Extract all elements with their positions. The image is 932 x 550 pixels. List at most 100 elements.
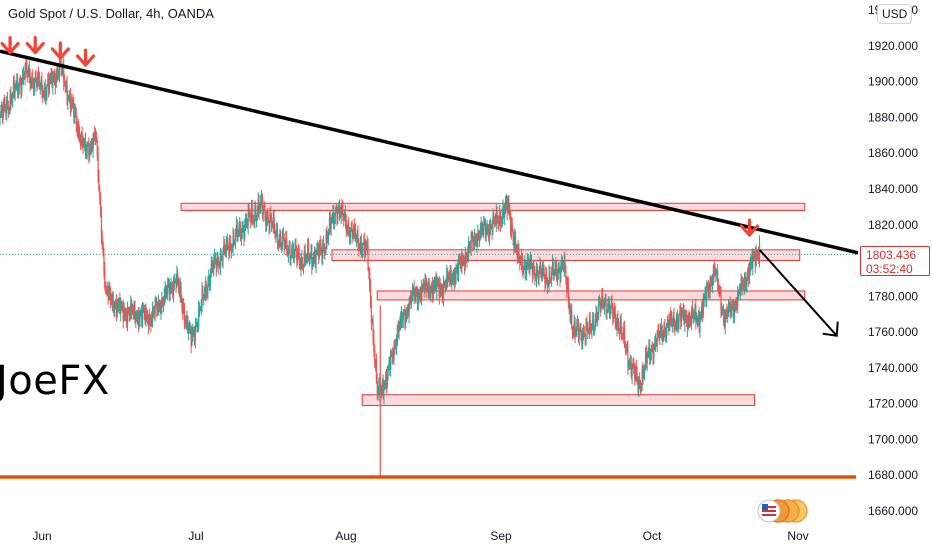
candle-body	[471, 234, 473, 240]
candle-body	[445, 285, 447, 287]
candle-body	[193, 330, 196, 341]
candle-body	[215, 261, 217, 269]
candle-body	[213, 260, 215, 271]
candle-body	[37, 73, 40, 80]
candle-body	[89, 143, 92, 151]
candle-body	[287, 249, 289, 255]
candle-body	[11, 93, 14, 100]
candle-body	[214, 256, 216, 261]
candle-body	[108, 285, 110, 297]
candle-body	[499, 212, 502, 224]
candle-body	[398, 329, 400, 332]
candle-body	[689, 320, 691, 322]
candle-body	[200, 305, 202, 308]
candle-body	[726, 310, 728, 315]
candle-body	[473, 236, 476, 245]
candle-body	[95, 136, 98, 141]
candle-body	[699, 319, 701, 330]
candle-body	[635, 366, 637, 375]
candle-body	[385, 377, 387, 382]
candle-body	[100, 214, 103, 238]
candle-body	[451, 281, 453, 284]
candle-body	[538, 272, 540, 279]
x-tick-label: Oct	[643, 529, 662, 543]
candle-body	[321, 251, 323, 258]
candle-body	[684, 313, 686, 325]
candle-body	[400, 313, 403, 323]
candle-body	[265, 213, 267, 227]
candle-body	[252, 217, 254, 221]
candle-body	[446, 270, 448, 286]
candle-body	[533, 267, 535, 269]
candle-body	[598, 302, 601, 304]
candle-body	[415, 290, 417, 296]
candle-body	[461, 256, 463, 268]
candle-body	[167, 282, 170, 286]
currency-button[interactable]: USD	[877, 4, 913, 24]
candle-body	[174, 280, 176, 282]
candle-body	[90, 143, 92, 146]
candle-body	[181, 299, 183, 307]
candle-body	[224, 247, 227, 253]
candle-body	[350, 228, 352, 230]
candle-body	[80, 132, 82, 142]
candle-body	[336, 211, 338, 219]
candle-body	[706, 285, 708, 301]
candle-body	[316, 249, 318, 252]
candle-body	[520, 256, 523, 263]
candle-body	[444, 285, 446, 287]
candle-body	[537, 272, 539, 279]
candle-body	[125, 316, 128, 324]
candle-body	[301, 257, 303, 264]
candle-body	[190, 327, 192, 346]
candle-body	[338, 207, 340, 209]
candle-body	[468, 242, 471, 248]
candle-body	[282, 235, 284, 239]
candle-body	[38, 79, 41, 87]
candle-body	[115, 300, 118, 313]
candle-body	[557, 269, 559, 274]
candle-body	[710, 279, 712, 285]
candle-body	[369, 286, 372, 304]
candle-body	[393, 343, 395, 359]
candle-body	[715, 273, 717, 275]
candle-body	[723, 316, 725, 327]
candle-body	[195, 324, 197, 326]
candle-body	[374, 350, 376, 364]
candle-body	[730, 310, 732, 313]
candle-body	[240, 232, 243, 239]
candle-body	[406, 309, 409, 312]
chart-title: Gold Spot / U.S. Dollar, 4h, OANDA	[8, 6, 214, 21]
candle-body	[599, 302, 601, 309]
candle-body	[388, 364, 390, 367]
candle-body	[459, 258, 461, 261]
candle-body	[225, 243, 227, 253]
candle-body	[132, 312, 134, 314]
candle-body	[544, 277, 546, 284]
candle-body	[363, 240, 365, 244]
candle-body	[271, 223, 274, 227]
candle-body	[365, 243, 367, 245]
candle-body	[333, 212, 335, 225]
candle-body	[219, 255, 222, 267]
candle-body	[370, 303, 372, 323]
candle-body	[22, 74, 24, 80]
candle-body	[614, 313, 616, 322]
flag-icon[interactable]	[757, 498, 809, 524]
candle-body	[35, 77, 37, 84]
candle-body	[112, 295, 114, 309]
candle-body	[488, 228, 491, 240]
candle-body	[588, 319, 590, 332]
candle-body	[541, 268, 544, 277]
candle-body	[278, 239, 280, 246]
candle-body	[498, 222, 500, 224]
candle-body	[342, 208, 344, 218]
candle-body	[227, 241, 229, 249]
candle-body	[518, 248, 520, 259]
y-tick-label: 1860.000	[868, 146, 918, 160]
candle-body	[504, 204, 507, 210]
candle-body	[396, 325, 398, 342]
candle-body	[237, 232, 239, 235]
candle-body	[221, 255, 223, 262]
